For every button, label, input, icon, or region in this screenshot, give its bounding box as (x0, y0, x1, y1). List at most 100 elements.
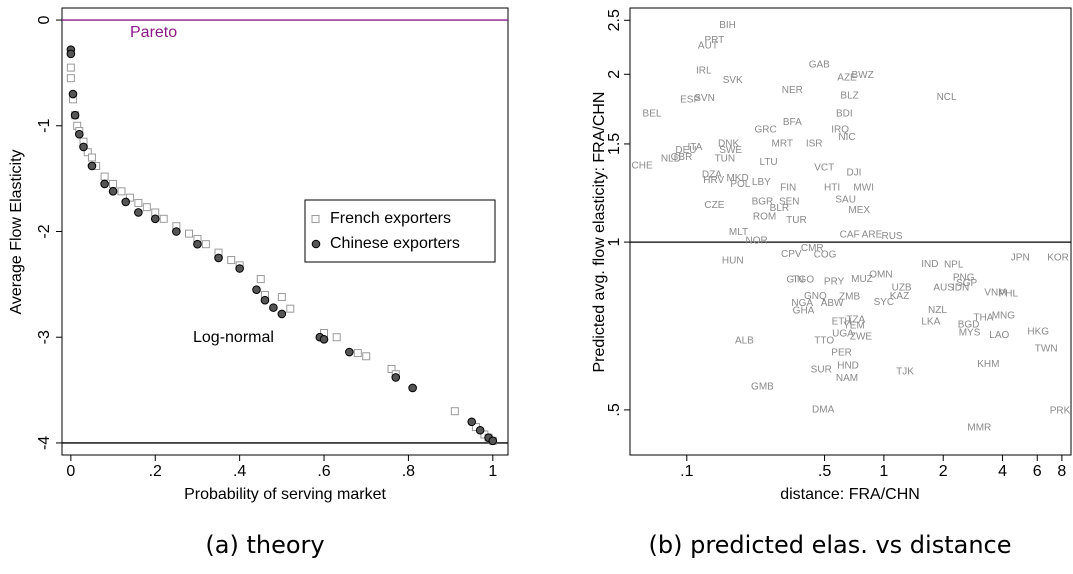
x-tick-label: 1 (879, 463, 888, 480)
country-label: PRY (824, 277, 845, 288)
country-label: IDN (952, 283, 969, 294)
point (142, 203, 151, 212)
point (332, 333, 341, 342)
country-label: BFA (783, 117, 802, 128)
point (159, 214, 168, 223)
y-tick-label: 1 (606, 238, 623, 247)
country-label: BLZ (840, 90, 858, 101)
country-label: POL (730, 179, 750, 190)
country-label: GAB (809, 59, 830, 70)
country-label: HTI (824, 183, 840, 194)
country-label: AZE (837, 73, 857, 84)
country-label: CHE (632, 161, 653, 172)
country-label: BDI (836, 108, 853, 119)
country-label: GIN (786, 275, 804, 286)
point (66, 63, 75, 72)
country-label: FIN (780, 183, 796, 194)
x-tick-label: .5 (818, 463, 831, 480)
legend-label: French exporters (330, 210, 451, 227)
country-label: PRT (704, 35, 724, 46)
country-label: IRL (696, 65, 712, 76)
point (227, 256, 236, 265)
point (252, 285, 261, 294)
country-label: MKD (726, 173, 748, 184)
x-tick-label: 4 (998, 463, 1007, 480)
country-label: JPN (1011, 253, 1030, 264)
x-tick-label: 6 (1033, 463, 1042, 480)
point (319, 335, 329, 344)
point (467, 417, 477, 427)
country-label: NIC (838, 132, 855, 143)
country-label: DJI (846, 168, 861, 179)
country-label: AUT (698, 40, 718, 51)
country-label: HUN (722, 256, 744, 267)
point (277, 309, 287, 319)
country-label: GNQ (804, 291, 827, 302)
country-label: LAO (989, 330, 1009, 341)
point (193, 239, 202, 249)
country-label: TUR (786, 215, 807, 226)
country-label: SYC (874, 297, 895, 308)
point (201, 240, 210, 249)
country-label: PHL (999, 289, 1019, 300)
y-tick-label: -4 (36, 436, 53, 450)
x-tick-label: 8 (1057, 463, 1066, 480)
country-label: ABW (821, 298, 844, 309)
x-tick-label: .6 (317, 463, 330, 480)
country-label: RUS (881, 231, 902, 242)
country-label: KAZ (890, 291, 909, 302)
country-label: BWZ (852, 70, 874, 81)
country-label: SVK (723, 75, 743, 86)
country-label: CAF (840, 230, 860, 241)
country-label: HKG (1027, 327, 1049, 338)
country-label: DMA (812, 405, 835, 416)
country-label: COG (814, 250, 837, 261)
country-label: CZE (704, 200, 724, 211)
country-label: ALB (735, 335, 754, 346)
point (408, 383, 417, 393)
country-label: ESP (680, 94, 700, 105)
country-label: BGR (752, 197, 774, 208)
country-label: SGP (956, 278, 977, 289)
reference-label: Log-normal (193, 329, 274, 346)
country-label: NLD (661, 154, 681, 165)
country-label: MYS (959, 328, 981, 339)
country-label: KOR (1047, 253, 1069, 264)
point (475, 425, 485, 435)
country-label: TJK (896, 367, 914, 378)
country-label: ROM (753, 211, 776, 222)
point (109, 179, 118, 188)
point (117, 187, 126, 196)
y-tick-label: 2 (606, 70, 623, 79)
y-tick-label: 1.5 (606, 133, 623, 155)
country-label: NCL (937, 92, 957, 103)
country-label: NZL (928, 305, 947, 316)
point (100, 172, 109, 181)
country-label: BEL (643, 108, 662, 119)
point (269, 303, 278, 312)
point (214, 253, 223, 263)
country-label: HRV (703, 175, 724, 186)
country-label: UGA (832, 329, 854, 340)
country-label: SAU (835, 195, 856, 206)
caption: (a) theory (205, 531, 324, 559)
country-label: TTO (814, 335, 834, 346)
legend-label: Chinese exporters (330, 235, 460, 252)
country-label: MRT (772, 139, 793, 150)
point (353, 349, 362, 358)
country-label: IND (921, 259, 938, 270)
country-label: SWE (719, 145, 742, 156)
legend-box (304, 199, 496, 263)
country-label: GHA (793, 306, 815, 317)
point (66, 74, 75, 83)
country-label: MEX (848, 205, 870, 216)
y-tick-label: -2 (36, 224, 53, 238)
x-tick-label: 1 (488, 463, 497, 480)
country-label: NPL (944, 260, 964, 271)
point (286, 304, 295, 313)
country-label: GBR (671, 152, 693, 163)
point (108, 187, 118, 196)
plot-frame (629, 7, 1072, 456)
point (121, 197, 131, 207)
point (185, 229, 194, 238)
